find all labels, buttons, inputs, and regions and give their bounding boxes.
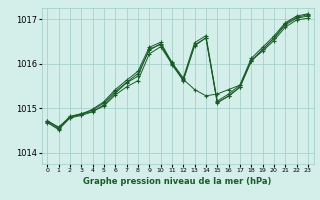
X-axis label: Graphe pression niveau de la mer (hPa): Graphe pression niveau de la mer (hPa): [84, 177, 272, 186]
